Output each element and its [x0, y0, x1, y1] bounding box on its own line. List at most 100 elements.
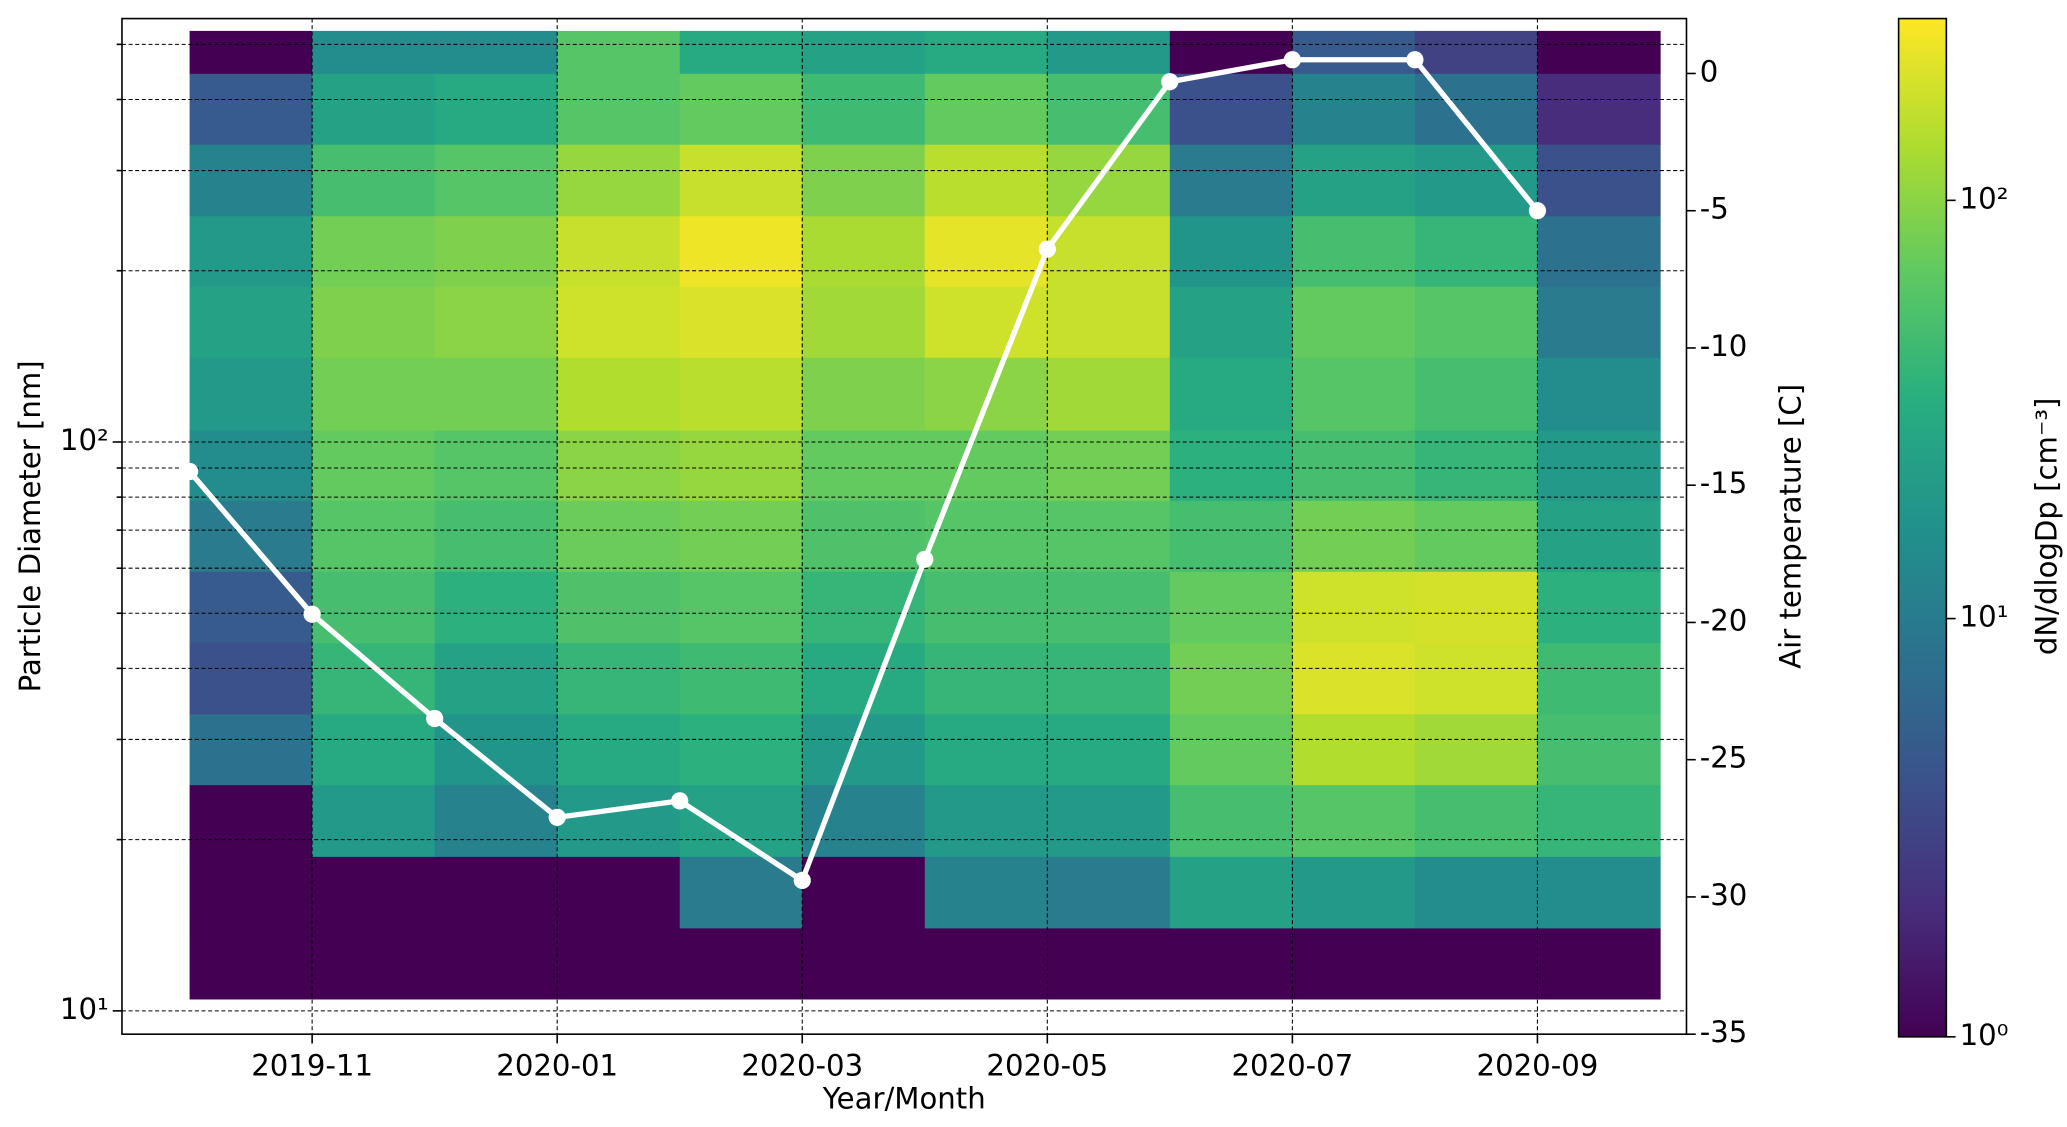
heat-cell: [679, 642, 803, 715]
y-axis-label: Particle Diameter [nm]: [13, 360, 47, 692]
colorbar: [1897, 17, 1948, 1038]
heat-cell: [1414, 642, 1539, 715]
heat-cell: [1292, 571, 1416, 644]
heat-cell: [924, 784, 1048, 857]
heat-cell: [1047, 215, 1171, 287]
y2-tick-label: -35: [1700, 1015, 1748, 1049]
heat-cell: [924, 642, 1048, 715]
heat-cell: [924, 713, 1048, 786]
heat-cell: [434, 429, 558, 501]
heat-cell: [189, 357, 313, 431]
heat-cell: [1169, 73, 1294, 145]
heat-cell: [189, 73, 313, 145]
heat-cell: [924, 215, 1048, 287]
heat-cell: [924, 856, 1048, 929]
heat-cell: [434, 500, 558, 572]
temperature-point: [426, 709, 444, 728]
heat-cell: [1292, 642, 1416, 715]
heat-cell: [312, 784, 436, 857]
heat-cell: [1047, 500, 1171, 572]
temperature-point: [793, 871, 811, 890]
heat-cell: [312, 215, 436, 287]
heat-cell: [1169, 215, 1294, 287]
heat-cell: [924, 144, 1048, 217]
y-tick-label: 10²: [60, 423, 109, 457]
heat-cell: [1292, 429, 1416, 501]
heat-cell: [434, 856, 558, 929]
heat-cell: [1292, 215, 1416, 287]
heat-cell: [434, 286, 558, 358]
heat-cell: [802, 927, 926, 1000]
heat-cell: [1292, 713, 1416, 786]
heat-cell: [189, 642, 313, 715]
x-tick-label: 2020-07: [1231, 1048, 1353, 1082]
heat-cell: [679, 286, 803, 358]
heat-cell: [1414, 784, 1539, 857]
heat-cell: [1537, 73, 1661, 145]
heat-cell: [1047, 144, 1171, 217]
heat-cell: [802, 286, 926, 358]
heat-cell: [1537, 784, 1661, 857]
y-tick-label: 10¹: [60, 992, 109, 1026]
temperature-point: [303, 605, 321, 623]
heat-cell: [312, 73, 436, 145]
heat-cell: [557, 286, 681, 358]
heat-cell: [312, 713, 436, 786]
heat-cell: [924, 571, 1048, 644]
heat-cell: [1537, 429, 1661, 501]
heat-cell: [557, 215, 681, 287]
heat-cell: [312, 286, 436, 358]
heat-cell: [1537, 856, 1661, 929]
heat-cell: [189, 713, 313, 786]
heat-cell: [1537, 713, 1661, 786]
heat-cell: [802, 642, 926, 715]
heat-cell: [434, 927, 558, 1000]
temperature-point: [916, 550, 934, 568]
heat-cell: [679, 73, 803, 145]
y2-tick-label: -30: [1700, 878, 1748, 912]
heat-cell: [679, 927, 803, 1000]
y2-tick-label: 0: [1700, 54, 1719, 88]
heat-cell: [557, 429, 681, 501]
heat-cell: [802, 429, 926, 501]
heat-cell: [1292, 856, 1416, 929]
x-tick-label: 2020-03: [741, 1048, 863, 1082]
heat-cell: [557, 357, 681, 431]
y2-tick-label: -25: [1700, 741, 1748, 775]
heat-cell: [557, 144, 681, 217]
heat-cell: [1047, 784, 1171, 857]
heat-cell: [557, 30, 681, 74]
heat-cell: [557, 856, 681, 929]
y2-tick-label: -15: [1700, 466, 1748, 500]
x-tick-label: 2020-09: [1477, 1048, 1599, 1082]
temperature-line: [187, 57, 1540, 884]
heat-cell: [802, 30, 926, 74]
heat-cell: [679, 784, 803, 857]
heat-cell: [434, 357, 558, 431]
heat-cell: [1169, 571, 1294, 644]
heat-cell: [679, 215, 803, 287]
heat-cell: [434, 215, 558, 287]
heat-cell: [1169, 144, 1294, 217]
heat-cell: [434, 784, 558, 857]
heat-cell: [1292, 927, 1416, 1000]
heat-cell: [1537, 357, 1661, 431]
heat-cell: [1169, 713, 1294, 786]
heat-cell: [189, 215, 313, 287]
heat-cell: [1414, 927, 1539, 1000]
heat-cell: [1169, 429, 1294, 501]
heat-cell: [1292, 30, 1416, 74]
heat-cell: [679, 571, 803, 644]
x-tick-label: 2019-11: [251, 1048, 373, 1082]
heat-cell: [679, 357, 803, 431]
x-tick-label: 2020-05: [986, 1048, 1108, 1082]
heat-cell: [924, 30, 1048, 74]
colorbar-tick-label: 10²: [1960, 181, 2009, 215]
heat-cell: [1292, 500, 1416, 572]
heat-cell: [434, 144, 558, 217]
heat-cell: [1414, 215, 1539, 287]
heat-cell: [924, 73, 1048, 145]
heat-cell: [434, 713, 558, 786]
temperature-point: [1283, 51, 1301, 69]
